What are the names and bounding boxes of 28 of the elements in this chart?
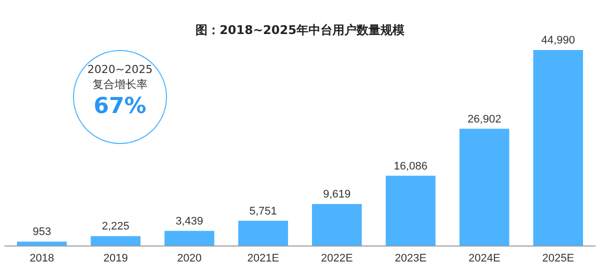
bar xyxy=(386,176,436,246)
chart-title: 图：2018~2025年中台用户数量规模 xyxy=(196,23,404,37)
data-label: 26,902 xyxy=(468,113,502,126)
bar xyxy=(533,50,584,246)
data-label: 16,086 xyxy=(394,160,428,172)
data-label: 3,439 xyxy=(176,215,204,228)
data-label: 44,990 xyxy=(541,34,575,47)
annotation: 2020~2025 xyxy=(86,62,154,77)
annotation: 复合增长率 xyxy=(92,77,148,92)
bar xyxy=(459,128,510,246)
x-tick-label: 2023E xyxy=(394,252,427,264)
data-label: 2,225 xyxy=(102,220,130,233)
x-tick-label: 2020 xyxy=(177,252,202,264)
bar xyxy=(164,230,214,246)
x-tick-label: 2025E xyxy=(542,252,574,264)
x-tick-label: 2019 xyxy=(103,252,128,264)
data-label: 953 xyxy=(32,226,52,238)
x-tick-label: 2021E xyxy=(247,252,280,264)
bar xyxy=(312,204,362,246)
bar xyxy=(238,220,288,246)
x-tick-label: 2022E xyxy=(320,252,353,264)
data-label: 5,751 xyxy=(249,205,277,218)
x-tick-label: 2024E xyxy=(468,252,500,264)
bar xyxy=(16,242,67,246)
bar xyxy=(90,236,141,246)
annotation: 67% xyxy=(92,93,148,121)
data-label: 9,619 xyxy=(323,188,351,200)
x-tick-label: 2018 xyxy=(30,252,54,264)
